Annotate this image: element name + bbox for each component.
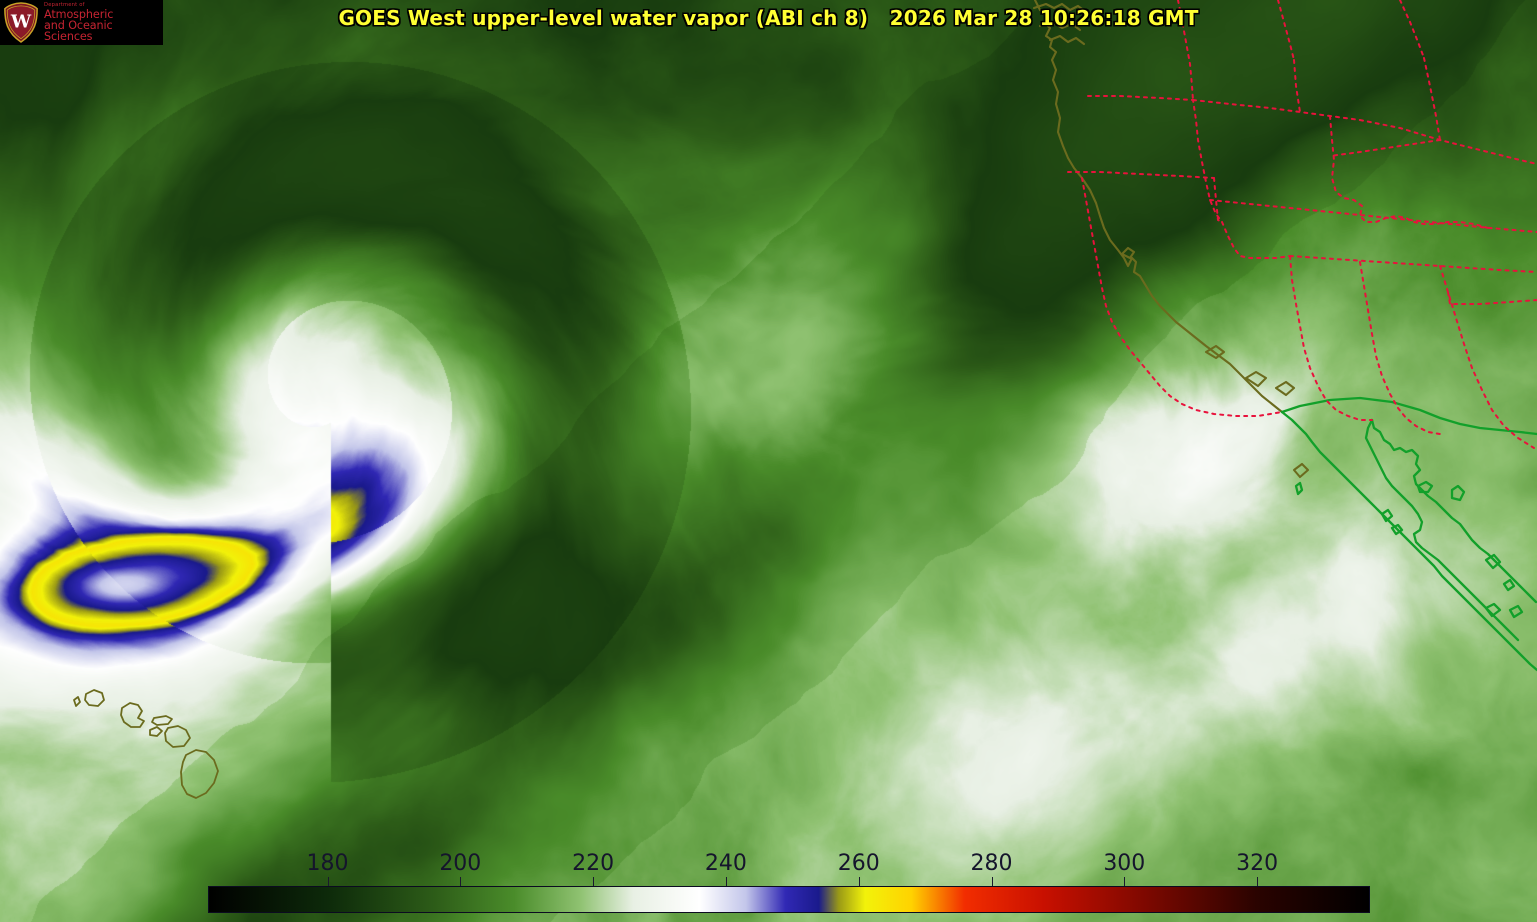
colorbar-tick-label: 280 — [970, 851, 1013, 876]
logo-department-label: Department of — [44, 1, 85, 8]
colorbar-tick — [1257, 877, 1259, 886]
colorbar-tick-label: 220 — [572, 851, 615, 876]
colorbar-gradient — [208, 886, 1370, 913]
colorbar-tick-label: 300 — [1103, 851, 1146, 876]
logo-text-block: Department of Atmospheric and Oceanic Sc… — [44, 1, 163, 44]
colorbar-tick — [858, 877, 860, 886]
colorbar-tick — [725, 877, 727, 886]
colorbar-tick — [593, 877, 595, 886]
colorbar-tick-label: 260 — [837, 851, 880, 876]
colorbar-tick-label: 180 — [306, 851, 349, 876]
logo-line-oceanic: and Oceanic Sciences — [44, 19, 113, 44]
colorbar-tick-label: 200 — [439, 851, 482, 876]
colorbar-tick-label: 320 — [1236, 851, 1279, 876]
colorbar-tick — [1124, 877, 1126, 886]
colorbar: 180 200 220 240 260 280 300 320 — [208, 851, 1370, 914]
colorbar-tick-group: 180 200 220 240 260 280 300 320 — [208, 851, 1370, 886]
colorbar-tick — [327, 877, 329, 886]
uw-aos-logo: W Department of Atmospheric and Oceanic … — [0, 0, 163, 45]
svg-text:W: W — [10, 11, 32, 32]
colorbar-tick — [460, 877, 462, 886]
logo-line-atmospheric: Atmospheric — [44, 7, 114, 21]
colorbar-tick — [991, 877, 993, 886]
uw-crest-icon: W — [4, 1, 38, 43]
colorbar-tick-label: 240 — [704, 851, 747, 876]
